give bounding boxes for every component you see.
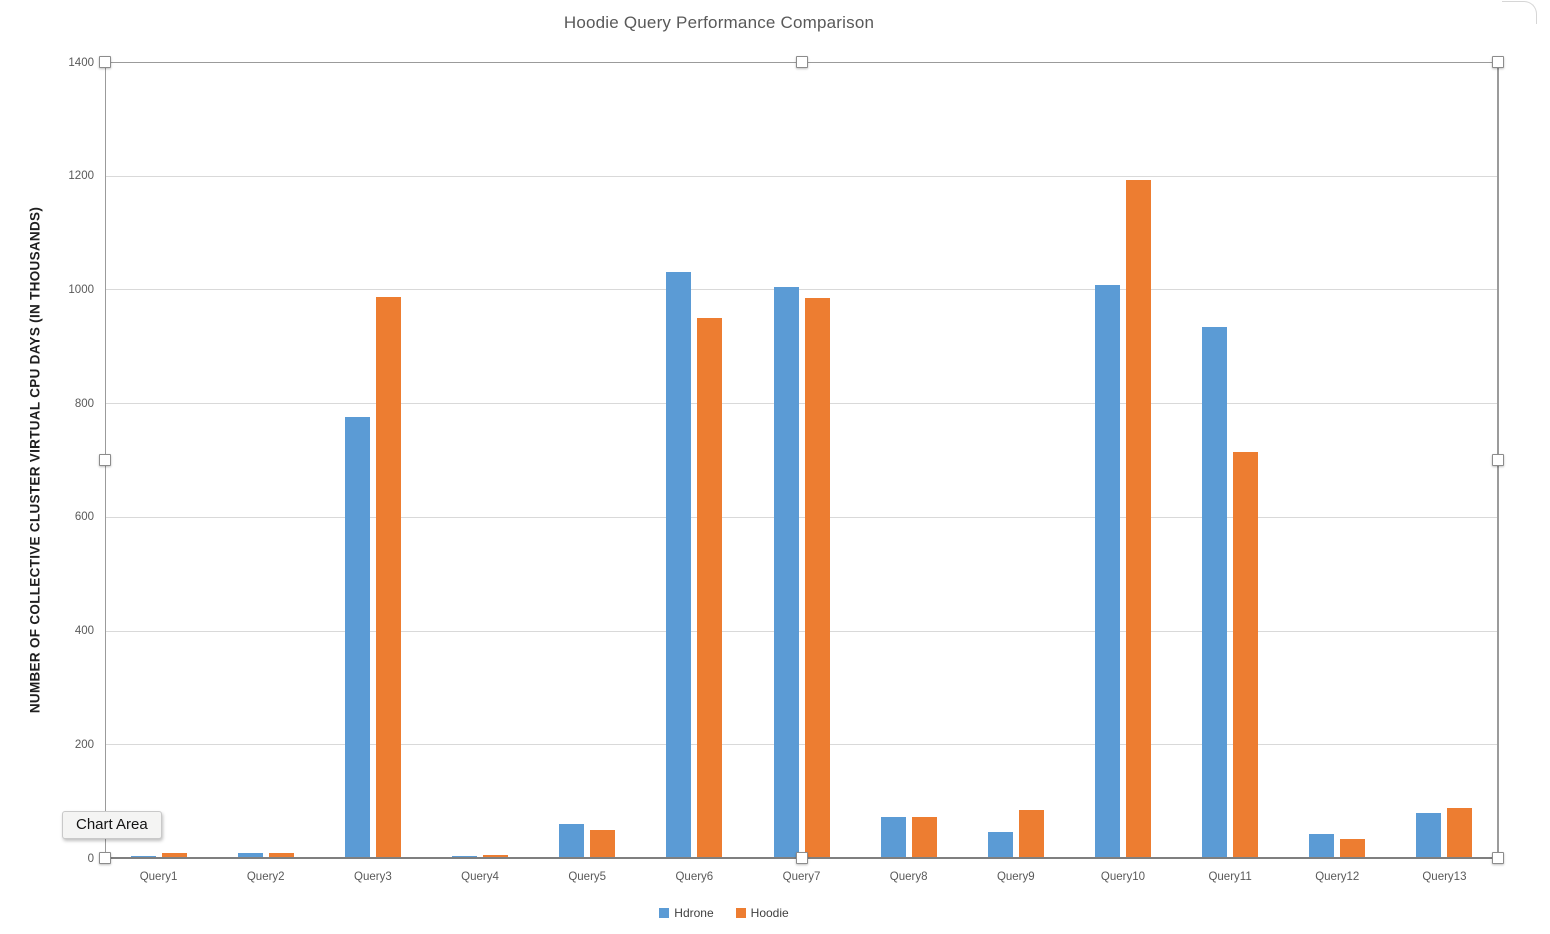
x-category-label: Query2	[246, 871, 285, 883]
bar-hoodie-query3[interactable]	[375, 296, 401, 858]
gridline	[105, 630, 1497, 632]
bar-hdrone-query7[interactable]	[773, 287, 799, 858]
bar-hdrone-query10[interactable]	[1094, 284, 1120, 858]
gridline	[105, 516, 1497, 518]
legend-swatch-hdrone	[659, 908, 670, 918]
selection-handle[interactable]	[1492, 56, 1504, 68]
x-category-label: Query13	[1422, 871, 1467, 883]
x-category-label: Query4	[461, 871, 499, 883]
bar-hoodie-query11[interactable]	[1233, 452, 1259, 858]
bar-hoodie-query7[interactable]	[804, 297, 830, 858]
y-tick-label: 200	[74, 738, 94, 751]
bar-hdrone-query2[interactable]	[237, 853, 263, 858]
selection-handle[interactable]	[99, 56, 111, 68]
bar-hdrone-query12[interactable]	[1309, 834, 1335, 858]
legend: Hdrone Hoodie	[0, 906, 1448, 920]
selection-handle[interactable]	[1492, 852, 1504, 864]
bar-hdrone-query5[interactable]	[559, 823, 585, 858]
bar-hoodie-query13[interactable]	[1447, 807, 1473, 858]
selection-handle[interactable]	[1492, 454, 1504, 466]
bar-hdrone-query13[interactable]	[1416, 813, 1442, 858]
bar-hoodie-query12[interactable]	[1340, 839, 1366, 858]
y-tick-label: 800	[74, 397, 94, 410]
bar-hdrone-query1[interactable]	[130, 855, 156, 858]
x-category-label: Query5	[568, 871, 607, 883]
x-category-label: Query10	[1100, 871, 1145, 883]
y-tick-label: 600	[74, 511, 94, 524]
chart-title: Hoodie Query Performance Comparison	[563, 13, 875, 32]
gridline	[105, 289, 1497, 291]
y-tick-label: 0	[87, 852, 94, 865]
y-axis-title: NUMBER OF COLLECTIVE CLUSTER VIRTUAL CPU…	[27, 206, 43, 714]
legend-label-hdrone: Hdrone	[674, 906, 714, 920]
x-category-label: Query3	[354, 871, 392, 883]
gridline	[105, 744, 1497, 746]
bar-hdrone-query11[interactable]	[1202, 326, 1228, 858]
bar-hdrone-query9[interactable]	[987, 831, 1013, 858]
selection-handle[interactable]	[795, 852, 808, 864]
y-tick-label: 400	[74, 625, 94, 638]
x-category-label: Query1	[139, 871, 178, 883]
gridline	[105, 175, 1497, 177]
bar-hoodie-query5[interactable]	[590, 830, 616, 858]
bar-hoodie-query10[interactable]	[1125, 179, 1151, 858]
gridline	[105, 403, 1497, 405]
bar-hoodie-query4[interactable]	[483, 855, 509, 858]
x-category-label: Query6	[675, 871, 714, 883]
y-tick-label: 1400	[68, 56, 94, 69]
x-category-label: Query12	[1315, 871, 1360, 883]
x-category-label: Query8	[889, 871, 928, 883]
bar-hoodie-query8[interactable]	[911, 817, 937, 858]
x-category-label: Query9	[996, 871, 1035, 883]
bar-hdrone-query6[interactable]	[666, 271, 692, 858]
y-tick-label: 1200	[68, 170, 94, 183]
bar-hoodie-query2[interactable]	[268, 853, 294, 858]
legend-item-hoodie[interactable]: Hoodie	[735, 906, 789, 920]
bar-hoodie-query6[interactable]	[697, 317, 723, 858]
legend-item-hdrone[interactable]: Hdrone	[659, 906, 714, 920]
legend-label-hoodie: Hoodie	[750, 906, 789, 920]
selection-handle[interactable]	[99, 454, 111, 466]
chart-frame-corner	[1502, 1, 1537, 24]
bar-hdrone-query3[interactable]	[344, 417, 370, 858]
bar-hdrone-query8[interactable]	[880, 817, 906, 858]
selection-handle[interactable]	[99, 852, 111, 864]
bar-hdrone-query4[interactable]	[452, 855, 478, 858]
y-tick-label: 1000	[68, 283, 94, 296]
chart-area-tooltip: Chart Area	[62, 811, 162, 839]
bar-hoodie-query1[interactable]	[161, 852, 187, 858]
x-category-label: Query7	[782, 871, 821, 883]
selection-handle[interactable]	[795, 56, 808, 68]
x-category-label: Query11	[1208, 871, 1252, 883]
bar-hoodie-query9[interactable]	[1018, 809, 1044, 858]
legend-swatch-hoodie	[735, 908, 746, 918]
